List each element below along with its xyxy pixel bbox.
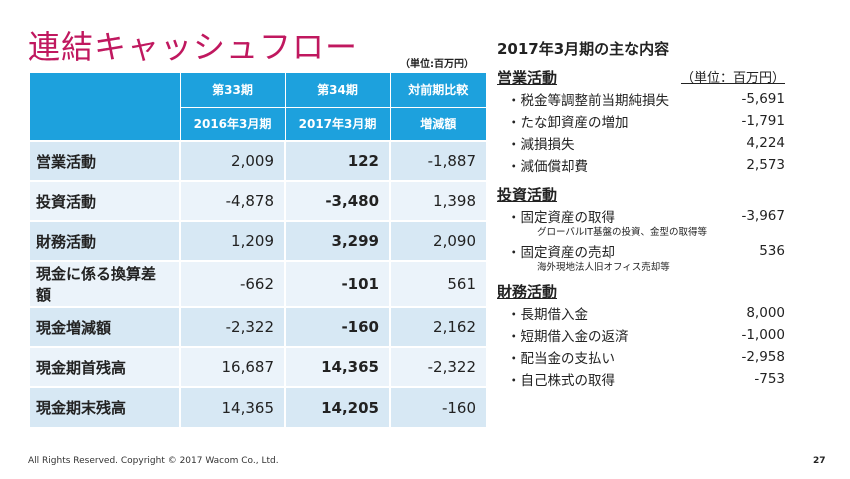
header-blank: [30, 73, 180, 141]
value-2017: 14,365: [284, 346, 390, 387]
item-value: -1,791: [741, 113, 785, 129]
value-2016: -662: [179, 260, 285, 307]
item-label: ・長期借入金: [507, 307, 588, 323]
item-value: -753: [754, 371, 785, 387]
item-value: 536: [759, 243, 785, 259]
row-label: 現金期首残高: [30, 346, 180, 387]
section-title-text: 営業活動: [497, 69, 558, 87]
value-change: 2,090: [389, 220, 486, 261]
value-2017: -3,480: [284, 180, 390, 221]
section-title: 投資活動: [497, 184, 797, 205]
item-label: ・配当金の支払い: [507, 351, 615, 367]
header-period-33: 第33期: [179, 73, 285, 107]
value-change: 1,398: [389, 180, 486, 221]
row-label: 現金増減額: [30, 306, 180, 347]
value-2017: -160: [284, 306, 390, 347]
item-label: ・自己株式の取得: [507, 373, 615, 389]
page-title: 連結キャッシュフロー: [28, 28, 359, 66]
section-title-text: 投資活動: [497, 186, 558, 204]
value-change: -2,322: [389, 346, 486, 387]
section-title: 営業活動 （単位：百万円）: [497, 67, 797, 88]
list-item: ・固定資産の取得 -3,967: [497, 205, 797, 227]
value-2016: -2,322: [179, 306, 285, 347]
header-comparison: 対前期比較: [389, 73, 486, 107]
value-change: 561: [389, 260, 486, 307]
header-change: 増減額: [389, 106, 486, 141]
table-row: 現金期末残高 14,365 14,205 -160: [30, 386, 486, 427]
unit-label: （単位:百万円）: [400, 59, 474, 70]
list-item: ・税金等調整前当期純損失 -5,691: [497, 88, 797, 110]
item-value: 4,224: [746, 135, 785, 151]
item-value: 2,573: [746, 157, 785, 173]
value-change: -1,887: [389, 140, 486, 181]
item-label: ・たな卸資産の増加: [507, 115, 629, 131]
value-2016: 14,365: [179, 386, 285, 427]
list-item: ・たな卸資産の増加 -1,791: [497, 110, 797, 132]
list-item: ・減価償却費 2,573: [497, 154, 797, 176]
item-value: -1,000: [741, 327, 785, 343]
table-row: 現金に係る換算差額 -662 -101 561: [30, 260, 486, 307]
list-item: ・減損損失 4,224: [497, 132, 797, 154]
table-row: 投資活動 -4,878 -3,480 1,398: [30, 180, 486, 221]
copyright: All Rights Reserved. Copyright © 2017 Wa…: [28, 456, 279, 466]
value-2017: -101: [284, 260, 390, 307]
unit-label: （単位：百万円）: [680, 71, 785, 86]
list-item: ・固定資産の売却 536: [497, 240, 797, 262]
row-label: 営業活動: [30, 140, 180, 181]
list-item: ・長期借入金 8,000: [497, 302, 797, 324]
item-value: -5,691: [741, 91, 785, 107]
table-row: 現金期首残高 16,687 14,365 -2,322: [30, 346, 486, 387]
item-note: グローバルIT基盤の投資、金型の取得等: [537, 227, 708, 238]
highlights-title: 2017年3月期の主な内容: [497, 40, 670, 58]
item-value: -3,967: [741, 208, 785, 224]
page-number: 27: [813, 456, 826, 466]
value-2016: 2,009: [179, 140, 285, 181]
section-title-text: 財務活動: [497, 283, 558, 301]
row-label: 投資活動: [30, 180, 180, 221]
highlights-panel: 2017年3月期の主な内容 営業活動 （単位：百万円） ・税金等調整前当期純損失 -5…: [497, 38, 797, 390]
header-2016: 2016年3月期: [179, 106, 285, 141]
value-change: 2,162: [389, 306, 486, 347]
item-label: ・固定資産の売却: [507, 245, 615, 261]
value-2017: 122: [284, 140, 390, 181]
item-value: -2,958: [741, 349, 785, 365]
item-label: ・税金等調整前当期純損失: [507, 93, 669, 109]
header-2017: 2017年3月期: [284, 106, 390, 141]
value-2016: 1,209: [179, 220, 285, 261]
list-item: ・自己株式の取得 -753: [497, 368, 797, 390]
item-label: ・減損損失: [507, 137, 575, 153]
list-item: ・短期借入金の返済 -1,000: [497, 324, 797, 346]
item-label: ・短期借入金の返済: [507, 329, 629, 345]
table-row: 財務活動 1,209 3,299 2,090: [30, 220, 486, 261]
value-2016: 16,687: [179, 346, 285, 387]
item-note: 海外現地法人旧オフィス売却等: [537, 262, 670, 273]
row-label: 現金期末残高: [30, 386, 180, 427]
cash-flow-table: 第33期 第34期 対前期比較 2016年3月期 2017年3月期 増減額 営業…: [30, 73, 486, 427]
value-2017: 14,205: [284, 386, 390, 427]
item-label: ・固定資産の取得: [507, 210, 615, 226]
item-label: ・減価償却費: [507, 159, 588, 175]
row-label: 現金に係る換算差額: [30, 260, 180, 307]
item-value: 8,000: [746, 305, 785, 321]
header-period-34: 第34期: [284, 73, 390, 107]
value-2017: 3,299: [284, 220, 390, 261]
section-title: 財務活動: [497, 281, 797, 302]
row-label: 財務活動: [30, 220, 180, 261]
value-change: -160: [389, 386, 486, 427]
value-2016: -4,878: [179, 180, 285, 221]
table-row: 営業活動 2,009 122 -1,887: [30, 140, 486, 181]
list-item: ・配当金の支払い -2,958: [497, 346, 797, 368]
table-row: 現金増減額 -2,322 -160 2,162: [30, 306, 486, 347]
